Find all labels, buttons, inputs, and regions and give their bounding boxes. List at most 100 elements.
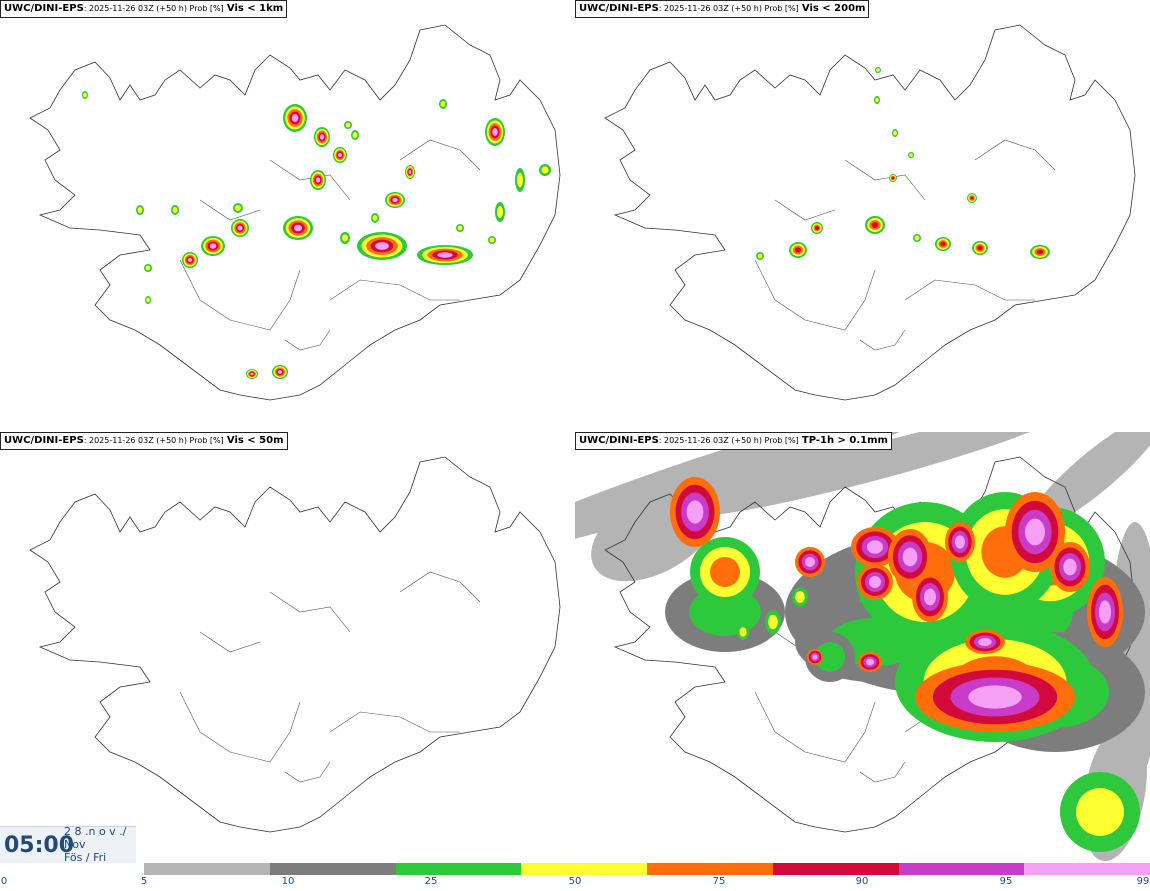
colorbar-bin bbox=[772, 863, 899, 875]
terrain-contour bbox=[859, 761, 906, 783]
iceland-coast bbox=[29, 456, 561, 833]
coastline bbox=[604, 24, 1136, 401]
probability-blob bbox=[250, 372, 254, 376]
probability-blob bbox=[437, 252, 453, 258]
probability-blob bbox=[902, 547, 918, 567]
probability-blob bbox=[768, 614, 778, 630]
probability-blob bbox=[145, 265, 151, 271]
iceland-map bbox=[575, 432, 1150, 862]
colorbar-bin bbox=[395, 863, 522, 875]
colorbar-tick-label: 95 bbox=[999, 876, 1013, 887]
probability-blob bbox=[372, 215, 378, 221]
colorbar-tick-label: 90 bbox=[855, 876, 869, 887]
probability-blob bbox=[686, 500, 704, 524]
map-panel-vis-1km: UWC/DINI-EPS: 2025-11-26 03Z (+50 h) Pro… bbox=[0, 0, 575, 430]
probability-blob bbox=[812, 654, 818, 660]
panel-title: UWC/DINI-EPS: 2025-11-26 03Z (+50 h) Pro… bbox=[0, 0, 288, 18]
map-panel-vis-200m: UWC/DINI-EPS: 2025-11-26 03Z (+50 h) Pro… bbox=[575, 0, 1150, 430]
terrain-contour bbox=[284, 761, 331, 783]
colorbar-tick-label: 0 bbox=[0, 876, 8, 887]
probability-blob bbox=[940, 241, 946, 247]
probability-blob bbox=[867, 540, 883, 554]
probability-overlay bbox=[665, 477, 1145, 852]
colorbar-bin bbox=[521, 863, 647, 875]
terrain-contour bbox=[399, 571, 481, 603]
probability-blob bbox=[83, 92, 87, 98]
precip-band bbox=[681, 432, 1069, 517]
probability-blob bbox=[977, 245, 983, 251]
terrain-contour bbox=[904, 279, 1035, 301]
iceland-map bbox=[29, 456, 561, 833]
probability-blob bbox=[875, 97, 879, 103]
panel-title: UWC/DINI-EPS: 2025-11-26 03Z (+50 h) Pro… bbox=[0, 432, 288, 450]
probability-blob bbox=[345, 122, 351, 128]
colorbar-tick-label: 99 bbox=[1136, 876, 1150, 887]
probability-blob bbox=[1076, 788, 1124, 836]
probability-blob bbox=[805, 557, 815, 567]
probability-blob bbox=[815, 226, 819, 230]
colorbar-ticks: 0 5 10 25 50 75 90 95 99 bbox=[0, 876, 1150, 890]
colorbar-tick-label: 75 bbox=[712, 876, 726, 887]
probability-blob bbox=[209, 243, 217, 249]
panel-title: UWC/DINI-EPS: 2025-11-26 03Z (+50 h) Pro… bbox=[575, 0, 870, 18]
probability-blob bbox=[710, 557, 740, 587]
valid-date: 2 8 .n o v ./ Nov Fös / Fri bbox=[64, 825, 127, 864]
iceland-map bbox=[29, 24, 561, 401]
probability-blob bbox=[795, 247, 801, 253]
probability-blob bbox=[517, 172, 523, 188]
probability-blob bbox=[876, 68, 880, 72]
probability-blob bbox=[1099, 600, 1111, 624]
probability-blob bbox=[277, 370, 283, 374]
probability-blob bbox=[457, 225, 463, 231]
probability-blob bbox=[342, 234, 348, 242]
colorbar-tick-label: 10 bbox=[281, 876, 295, 887]
terrain-contour bbox=[329, 279, 460, 301]
probability-blob bbox=[924, 588, 936, 606]
probability-blob bbox=[172, 207, 178, 213]
probability-blob bbox=[315, 177, 321, 183]
map-panel-vis-50m: UWC/DINI-EPS: 2025-11-26 03Z (+50 h) Pro… bbox=[0, 432, 575, 862]
terrain-contour bbox=[269, 591, 351, 633]
colorbar-bin bbox=[269, 863, 396, 875]
colorbar-bin bbox=[1024, 863, 1150, 875]
terrain-contour bbox=[754, 691, 876, 763]
probability-blob bbox=[352, 132, 358, 138]
iceland-coast bbox=[29, 24, 561, 401]
probability-blob bbox=[541, 166, 549, 174]
probability-blob bbox=[914, 235, 920, 241]
valid-time: 05:00 bbox=[4, 833, 75, 858]
probability-blob bbox=[235, 205, 241, 211]
probability-blob bbox=[1063, 558, 1077, 576]
terrain-contour bbox=[179, 259, 301, 331]
probability-blob bbox=[866, 658, 874, 666]
probability-blob bbox=[869, 576, 881, 588]
iceland-coast bbox=[604, 24, 1136, 401]
probability-blob bbox=[489, 237, 495, 243]
probability-blob bbox=[1025, 518, 1045, 546]
probability-blob bbox=[187, 257, 193, 263]
probability-blob bbox=[137, 207, 143, 213]
probability-blob bbox=[968, 685, 1022, 709]
probability-blob bbox=[955, 535, 965, 549]
map-panel-precip: UWC/DINI-EPS: 2025-11-26 03Z (+50 h) Pro… bbox=[575, 432, 1150, 862]
terrain-contour bbox=[199, 199, 261, 221]
probability-blob bbox=[375, 242, 389, 250]
probability-blob bbox=[970, 196, 974, 200]
terrain-contour bbox=[284, 329, 331, 351]
probability-blob bbox=[739, 627, 747, 637]
probability-blob bbox=[891, 176, 895, 180]
colorbar-bin bbox=[647, 863, 773, 875]
precip-band bbox=[1024, 432, 1150, 532]
probability-colorbar bbox=[144, 863, 1150, 875]
probability-blob bbox=[795, 591, 805, 603]
probability-blob bbox=[291, 114, 299, 122]
colorbar-tick-label: 50 bbox=[568, 876, 582, 887]
probability-blob bbox=[237, 225, 243, 231]
probability-blob bbox=[408, 170, 412, 174]
terrain-contour bbox=[329, 711, 460, 733]
terrain-contour bbox=[859, 329, 906, 351]
valid-time-box: 05:00 2 8 .n o v ./ Nov Fös / Fri bbox=[0, 825, 136, 864]
probability-blob bbox=[492, 128, 498, 136]
colorbar-bin bbox=[144, 863, 270, 875]
panel-title: UWC/DINI-EPS: 2025-11-26 03Z (+50 h) Pro… bbox=[575, 432, 892, 450]
